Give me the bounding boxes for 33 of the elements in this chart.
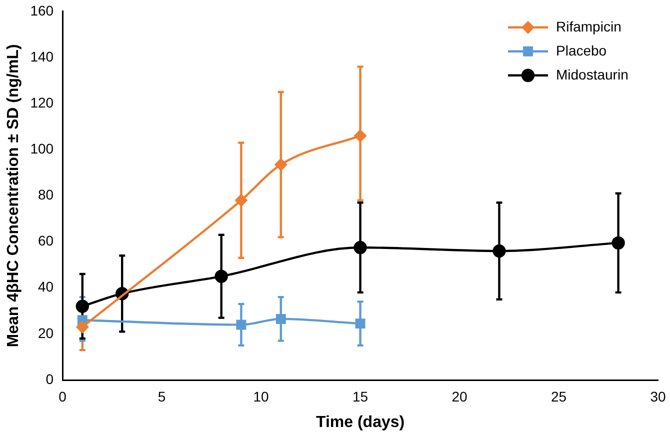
x-tick-label: 0 [58,388,67,404]
x-tick-label: 15 [352,388,368,404]
point [492,244,506,258]
point [76,300,90,313]
point [235,194,248,206]
x-axis-title: Time (days) [316,414,405,431]
y-tick-label: 160 [30,2,54,18]
point [276,314,286,324]
x-tick-label: 5 [158,388,166,404]
legend-label: Placebo [556,42,607,58]
x-tick-label: 30 [650,388,666,404]
point [236,320,246,330]
y-tick-label: 0 [46,370,54,387]
y-tick-label: 40 [38,278,54,295]
legend-label: Rifampicin [556,18,622,34]
y-tick-label: 140 [30,48,54,64]
y-tick-label: 120 [30,94,54,110]
y-axis-title: Mean 4βHC Concentration ± SD (ng/mL) [5,44,22,348]
point [76,320,89,334]
point [354,240,367,254]
x-tick-label: 10 [253,388,270,404]
x-tick-label: 20 [452,388,468,404]
y-tick-label: 100 [30,140,54,156]
point [612,236,625,250]
point [354,130,366,142]
point [214,270,228,283]
point [274,158,287,171]
point [355,318,366,329]
legend-label: Midostaurin [556,66,628,82]
y-tick-label: 20 [38,324,54,341]
y-tick-label: 80 [38,186,54,203]
x-tick-label: 25 [550,388,567,404]
y-tick-label: 60 [38,232,54,249]
